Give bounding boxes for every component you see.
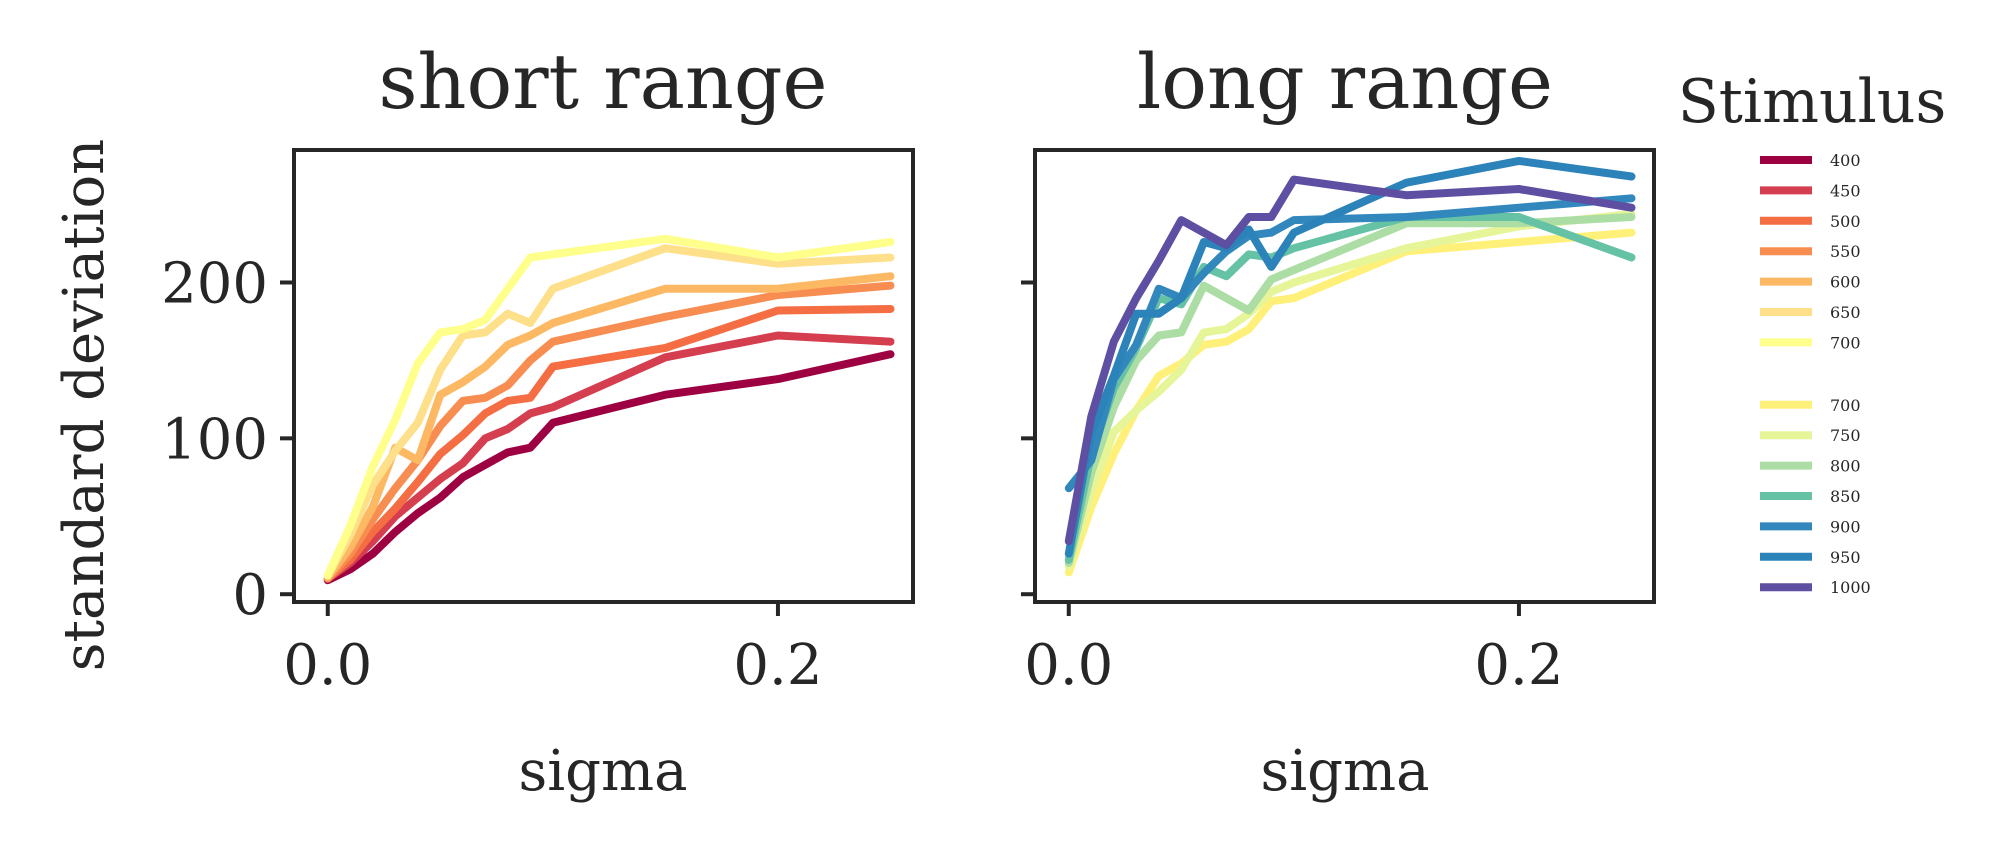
legend-label: 400 [1830,151,1861,170]
x-tick-label: 0.0 [1024,633,1113,698]
legend-item: 1000 [1760,578,1871,597]
legend-item: 950 [1760,548,1861,567]
legend-label: 750 [1830,426,1861,445]
y-tick-label: 200 [161,251,268,316]
panel-title: short range [379,37,828,126]
legend-item: 850 [1760,487,1861,506]
legend-label: 1000 [1830,578,1871,597]
legend: Stimulus 400 450 500 550 600 650 700 700 750 800 8… [1678,67,1947,597]
series-line-600 [323,272,895,582]
legend-label: 850 [1830,487,1861,506]
legend-item: 800 [1760,457,1861,476]
x-tick-label: 0.2 [733,633,822,698]
legend-label: 450 [1830,181,1861,200]
series-lines [323,234,895,585]
legend-item: 700 [1760,396,1861,415]
series-line-650 [323,244,895,580]
legend-items: 400 450 500 550 600 650 700 700 750 800 850 900 950 1… [1760,151,1871,597]
legend-item: 900 [1760,517,1861,536]
series-line-1000 [1064,175,1636,546]
legend-label: 900 [1830,517,1861,536]
legend-label: 650 [1830,303,1861,322]
series-line-400 [323,350,895,585]
y-axis-label: standard deviation [52,139,117,671]
panel-title: long range [1137,37,1553,126]
series-line-700 [323,234,895,580]
legend-item: 700 [1760,333,1861,352]
legend-item: 550 [1760,242,1861,261]
legend-label: 700 [1830,396,1861,415]
legend-label: 950 [1830,548,1861,567]
series-line-550 [323,281,895,583]
plot-frame [292,148,915,604]
series-line-500 [323,305,895,583]
panel-short-range: short range standard deviation sigma 0.0… [52,37,915,804]
plot-frame [1033,148,1656,604]
x-tick-label: 0.2 [1474,633,1563,698]
legend-item: 650 [1760,303,1861,322]
legend-item: 450 [1760,181,1861,200]
series-line-750 [1064,209,1636,571]
series-line-850 [1064,213,1636,564]
legend-label: 500 [1830,212,1861,231]
legend-item: 500 [1760,212,1861,231]
legend-label: 700 [1830,333,1861,352]
axis-ticks: 0.0 0.2 0 100 200 [161,251,822,698]
legend-label: 550 [1830,242,1861,261]
x-tick-label: 0.0 [283,633,372,698]
series-line-450 [323,331,895,583]
series-line-800 [1064,213,1636,567]
legend-label: 800 [1830,457,1861,476]
x-axis-label: sigma [1261,739,1430,804]
x-axis-label: sigma [519,739,688,804]
series-lines [1064,156,1636,577]
legend-item: 600 [1760,273,1861,292]
legend-item: 750 [1760,426,1861,445]
legend-item: 400 [1760,151,1861,170]
legend-title: Stimulus [1678,67,1947,137]
panel-long-range: long range sigma 0.0 0.2 [1021,37,1656,804]
y-tick-label: 0 [232,563,268,628]
series-line-700 [1064,228,1636,577]
axis-ticks: 0.0 0.2 [1021,280,1563,698]
legend-label: 600 [1830,273,1861,292]
y-tick-label: 100 [161,407,268,472]
